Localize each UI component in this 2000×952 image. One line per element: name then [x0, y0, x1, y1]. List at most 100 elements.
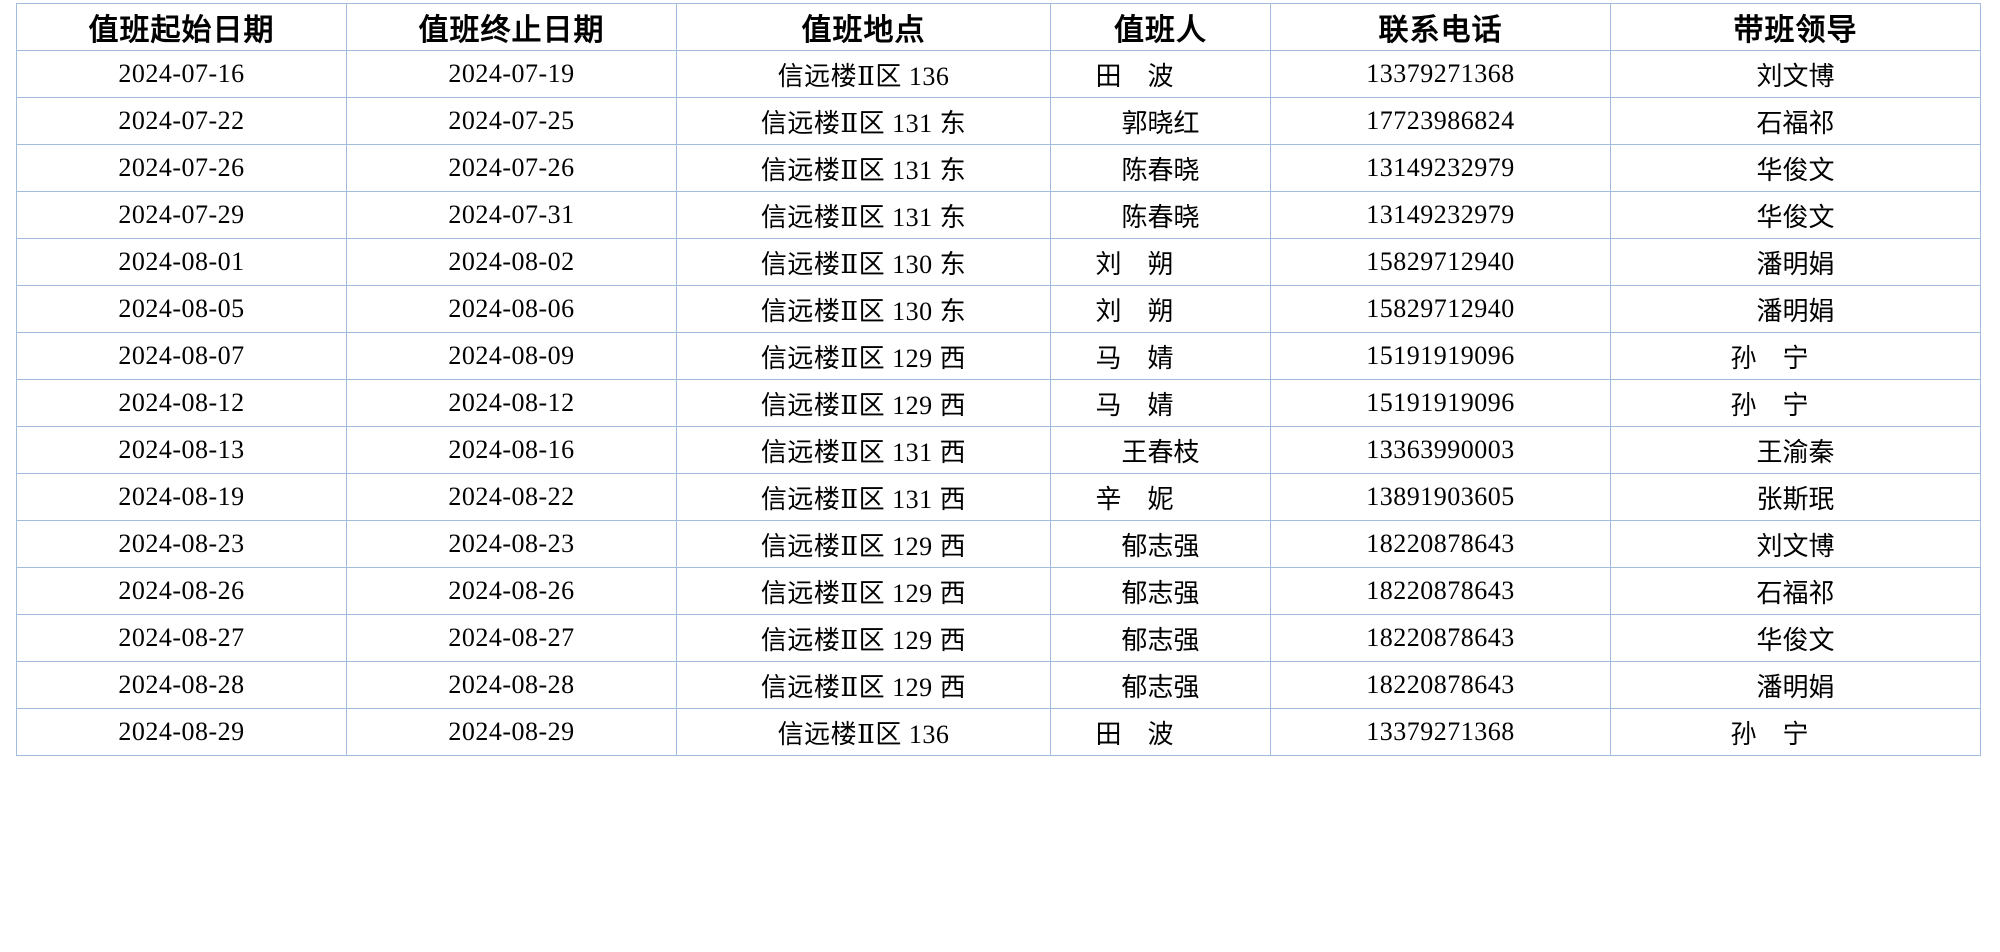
cell-leader: 孙 宁	[1610, 708, 1981, 756]
table-row: 2024-07-16 2024-07-19 信远楼Ⅱ区 136 田 波 13379271…	[16, 50, 1981, 98]
cell-person: 陈春晓	[1050, 144, 1271, 192]
table-row: 2024-08-27 2024-08-27 信远楼Ⅱ区 129 西郁志强 182208…	[16, 614, 1981, 662]
cell-person-text: 田 波	[1095, 61, 1174, 91]
cell-leader-text: 孙 宁	[1730, 719, 1809, 749]
cell-start-date: 2024-08-12	[16, 379, 347, 427]
cell-end-date: 2024-08-12	[346, 379, 677, 427]
cell-end-date: 2024-07-31	[346, 191, 677, 239]
cell-person: 王春枝	[1050, 426, 1271, 474]
cell-phone: 13149232979	[1270, 191, 1611, 239]
cell-end-date: 2024-07-26	[346, 144, 677, 192]
cell-end-date: 2024-08-02	[346, 238, 677, 286]
cell-leader: 孙 宁	[1610, 379, 1981, 427]
table-row: 2024-08-05 2024-08-06 信远楼Ⅱ区 130 东 刘 朔 158297…	[16, 285, 1981, 333]
table-row: 2024-08-28 2024-08-28 信远楼Ⅱ区 129 西郁志强 182208…	[16, 661, 1981, 709]
cell-place: 信远楼Ⅱ区 129 西	[676, 567, 1051, 615]
cell-end-date: 2024-08-09	[346, 332, 677, 380]
cell-leader: 张斯珉	[1610, 473, 1981, 521]
cell-place: 信远楼Ⅱ区 131 东	[676, 144, 1051, 192]
duty-roster-table: 值班起始日期 值班终止日期 值班地点 值班人 联系电话 带班领导 2024-07…	[16, 3, 1981, 756]
header-row: 值班起始日期 值班终止日期 值班地点 值班人 联系电话 带班领导	[16, 3, 1981, 51]
cell-place: 信远楼Ⅱ区 130 东	[676, 285, 1051, 333]
cell-place: 信远楼Ⅱ区 131 西	[676, 473, 1051, 521]
cell-person: 郁志强	[1050, 567, 1271, 615]
cell-start-date: 2024-07-26	[16, 144, 347, 192]
cell-phone: 13379271368	[1270, 708, 1611, 756]
cell-place: 信远楼Ⅱ区 131 西	[676, 426, 1051, 474]
cell-place: 信远楼Ⅱ区 129 西	[676, 332, 1051, 380]
cell-person-text: 刘 朔	[1095, 296, 1174, 326]
cell-person: 田 波	[1050, 50, 1271, 98]
cell-phone: 13363990003	[1270, 426, 1611, 474]
cell-phone: 18220878643	[1270, 520, 1611, 568]
cell-person: 郭晓红	[1050, 97, 1271, 145]
cell-person: 郁志强	[1050, 661, 1271, 709]
cell-leader: 刘文博	[1610, 520, 1981, 568]
cell-person-text: 马 婧	[1095, 390, 1174, 420]
table-header: 值班起始日期 值班终止日期 值班地点 值班人 联系电话 带班领导	[16, 3, 1981, 51]
cell-end-date: 2024-08-22	[346, 473, 677, 521]
cell-end-date: 2024-08-06	[346, 285, 677, 333]
cell-start-date: 2024-08-19	[16, 473, 347, 521]
cell-phone: 15829712940	[1270, 238, 1611, 286]
cell-end-date: 2024-08-28	[346, 661, 677, 709]
cell-place: 信远楼Ⅱ区 136	[676, 708, 1051, 756]
cell-person-text: 马 婧	[1095, 343, 1174, 373]
cell-phone: 15829712940	[1270, 285, 1611, 333]
cell-person: 陈春晓	[1050, 191, 1271, 239]
table-row: 2024-08-01 2024-08-02 信远楼Ⅱ区 130 东 刘 朔 158297…	[16, 238, 1981, 286]
cell-start-date: 2024-08-07	[16, 332, 347, 380]
cell-phone: 18220878643	[1270, 661, 1611, 709]
column-header-start-date: 值班起始日期	[16, 3, 347, 51]
cell-leader: 石福祁	[1610, 567, 1981, 615]
cell-person-text: 田 波	[1095, 719, 1174, 749]
column-header-phone: 联系电话	[1270, 3, 1611, 51]
cell-leader: 潘明娟	[1610, 285, 1981, 333]
cell-end-date: 2024-08-27	[346, 614, 677, 662]
cell-leader: 华俊文	[1610, 144, 1981, 192]
cell-start-date: 2024-08-13	[16, 426, 347, 474]
cell-person: 马 婧	[1050, 332, 1271, 380]
cell-leader: 石福祁	[1610, 97, 1981, 145]
cell-leader: 孙 宁	[1610, 332, 1981, 380]
cell-start-date: 2024-08-26	[16, 567, 347, 615]
cell-start-date: 2024-07-16	[16, 50, 347, 98]
duty-roster-sheet: 值班起始日期 值班终止日期 值班地点 值班人 联系电话 带班领导 2024-07…	[0, 3, 2000, 952]
cell-end-date: 2024-08-16	[346, 426, 677, 474]
cell-start-date: 2024-07-29	[16, 191, 347, 239]
cell-person-text: 辛 妮	[1095, 484, 1174, 514]
table-row: 2024-08-29 2024-08-29 信远楼Ⅱ区 136 田 波 13379271…	[16, 708, 1981, 756]
cell-place: 信远楼Ⅱ区 136	[676, 50, 1051, 98]
cell-start-date: 2024-08-27	[16, 614, 347, 662]
cell-place: 信远楼Ⅱ区 129 西	[676, 379, 1051, 427]
table-row: 2024-08-19 2024-08-22 信远楼Ⅱ区 131 西 辛 妮 138919…	[16, 473, 1981, 521]
cell-person: 刘 朔	[1050, 285, 1271, 333]
column-header-person: 值班人	[1050, 3, 1271, 51]
cell-end-date: 2024-07-25	[346, 97, 677, 145]
cell-phone: 15191919096	[1270, 379, 1611, 427]
cell-phone: 15191919096	[1270, 332, 1611, 380]
cell-phone: 13379271368	[1270, 50, 1611, 98]
table-row: 2024-08-26 2024-08-26 信远楼Ⅱ区 129 西郁志强 182208…	[16, 567, 1981, 615]
cell-start-date: 2024-08-23	[16, 520, 347, 568]
cell-place: 信远楼Ⅱ区 129 西	[676, 661, 1051, 709]
cell-end-date: 2024-08-23	[346, 520, 677, 568]
table-row: 2024-07-22 2024-07-25 信远楼Ⅱ区 131 东郭晓红 177239…	[16, 97, 1981, 145]
cell-leader-text: 孙 宁	[1730, 390, 1809, 420]
cell-start-date: 2024-08-29	[16, 708, 347, 756]
cell-place: 信远楼Ⅱ区 129 西	[676, 520, 1051, 568]
cell-leader-text: 孙 宁	[1730, 343, 1809, 373]
cell-leader: 潘明娟	[1610, 238, 1981, 286]
cell-person: 郁志强	[1050, 520, 1271, 568]
cell-leader: 王渝秦	[1610, 426, 1981, 474]
cell-leader: 华俊文	[1610, 191, 1981, 239]
table-row: 2024-07-26 2024-07-26 信远楼Ⅱ区 131 东陈春晓 131492…	[16, 144, 1981, 192]
cell-phone: 13891903605	[1270, 473, 1611, 521]
table-row: 2024-08-12 2024-08-12 信远楼Ⅱ区 129 西马 婧 151919…	[16, 379, 1981, 427]
cell-phone: 17723986824	[1270, 97, 1611, 145]
cell-end-date: 2024-07-19	[346, 50, 677, 98]
cell-place: 信远楼Ⅱ区 131 东	[676, 191, 1051, 239]
cell-place: 信远楼Ⅱ区 130 东	[676, 238, 1051, 286]
table-row: 2024-08-23 2024-08-23 信远楼Ⅱ区 129 西郁志强 182208…	[16, 520, 1981, 568]
cell-end-date: 2024-08-26	[346, 567, 677, 615]
